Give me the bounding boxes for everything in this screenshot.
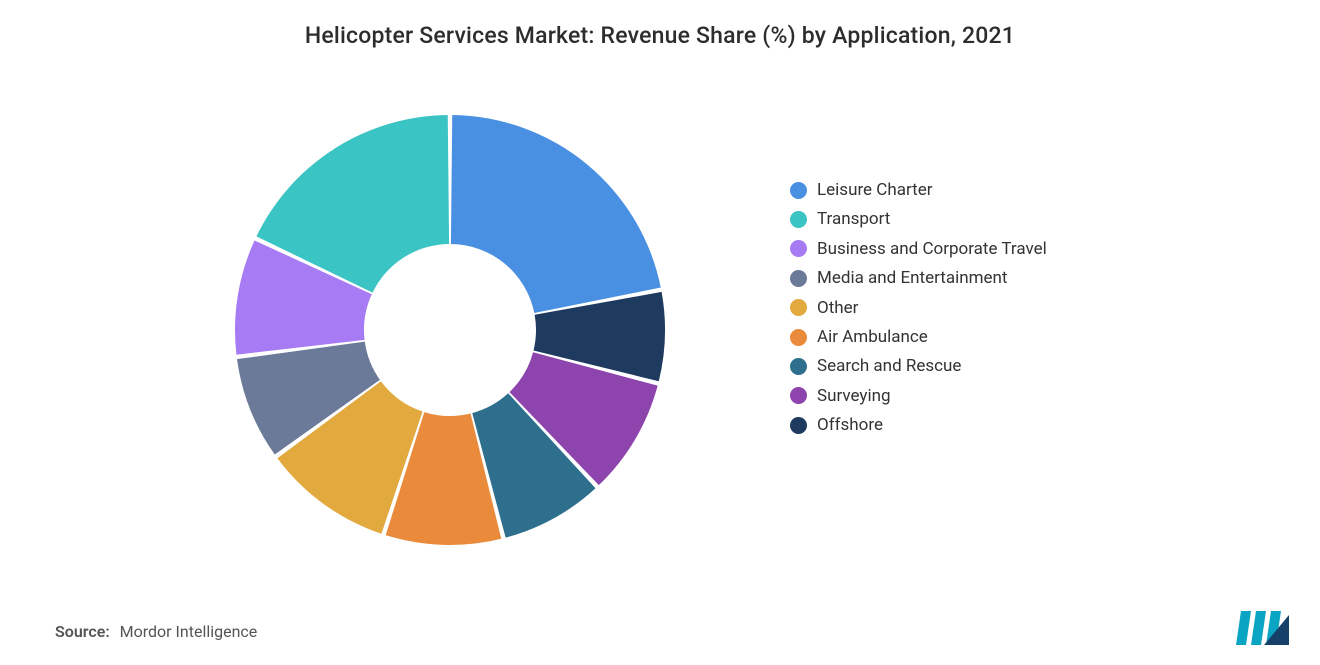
brand-logo [1234, 609, 1290, 647]
donut-chart [230, 110, 670, 550]
legend-label: Leisure Charter [817, 180, 932, 200]
legend-item: Leisure Charter [790, 180, 1047, 200]
source-label: Source: [55, 622, 110, 641]
legend-label: Surveying [817, 386, 891, 406]
legend-label: Search and Rescue [817, 356, 961, 376]
legend-color-dot [790, 358, 807, 375]
legend-label: Offshore [817, 415, 883, 435]
legend-item: Business and Corporate Travel [790, 239, 1047, 259]
legend-color-dot [790, 329, 807, 346]
donut-slice [451, 115, 661, 313]
legend-label: Media and Entertainment [817, 268, 1008, 288]
legend-color-dot [790, 387, 807, 404]
chart-title: Helicopter Services Market: Revenue Shar… [0, 22, 1320, 49]
legend-item: Search and Rescue [790, 356, 1047, 376]
legend: Leisure Charter Transport Business and Cor… [790, 180, 1047, 436]
legend-color-dot [790, 299, 807, 316]
legend-label: Other [817, 298, 858, 318]
source-value: Mordor Intelligence [120, 622, 258, 641]
legend-label: Air Ambulance [817, 327, 928, 347]
legend-label: Business and Corporate Travel [817, 239, 1047, 259]
legend-item: Air Ambulance [790, 327, 1047, 347]
legend-item: Surveying [790, 386, 1047, 406]
source-attribution: Source: Mordor Intelligence [55, 622, 257, 641]
legend-item: Transport [790, 209, 1047, 229]
legend-color-dot [790, 211, 807, 228]
legend-color-dot [790, 417, 807, 434]
legend-item: Offshore [790, 415, 1047, 435]
legend-item: Media and Entertainment [790, 268, 1047, 288]
legend-label: Transport [817, 209, 890, 229]
legend-color-dot [790, 270, 807, 287]
legend-color-dot [790, 240, 807, 257]
legend-item: Other [790, 298, 1047, 318]
legend-color-dot [790, 182, 807, 199]
